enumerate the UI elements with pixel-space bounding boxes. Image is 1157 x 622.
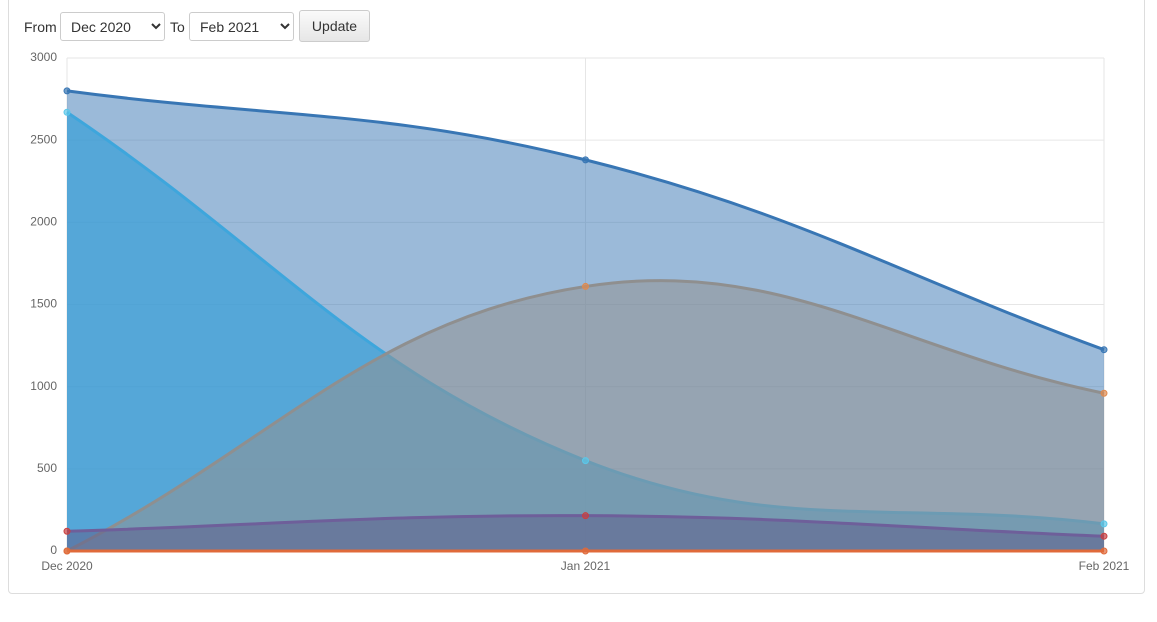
y-tick-label: 2500	[30, 132, 57, 146]
data-point	[63, 108, 71, 116]
data-point	[63, 527, 71, 535]
from-label: From	[24, 19, 57, 35]
data-point	[582, 457, 589, 465]
area-fill	[67, 280, 1104, 551]
y-tick-label: 3000	[30, 50, 57, 64]
data-point	[1100, 520, 1108, 528]
y-tick-label: 2000	[30, 215, 57, 229]
update-button[interactable]: Update	[299, 10, 370, 42]
y-tick-label: 0	[50, 543, 57, 557]
y-tick-label: 1000	[30, 379, 57, 393]
data-point	[1100, 547, 1108, 555]
to-label: To	[170, 19, 185, 35]
y-tick-label: 500	[37, 461, 57, 475]
to-select[interactable]: Feb 2021	[189, 12, 294, 41]
data-point	[63, 547, 71, 555]
data-point	[1100, 532, 1108, 540]
data-point	[582, 512, 589, 520]
data-point	[582, 547, 589, 555]
data-point	[582, 282, 589, 290]
x-tick-label: Jan 2021	[561, 559, 611, 573]
x-tick-label: Feb 2021	[1079, 559, 1130, 573]
y-tick-label: 1500	[30, 297, 57, 311]
data-point	[63, 87, 71, 95]
chart: 0 500 1000 1500 2000 2500 3000 Dec 2020 Jan 2021…	[30, 50, 1130, 573]
data-point	[1100, 389, 1108, 397]
panel	[8, 0, 1145, 594]
data-point	[582, 156, 589, 164]
data-point	[1100, 346, 1108, 354]
x-tick-label: Dec 2020	[41, 559, 93, 573]
from-select[interactable]: Dec 2020	[60, 12, 165, 41]
